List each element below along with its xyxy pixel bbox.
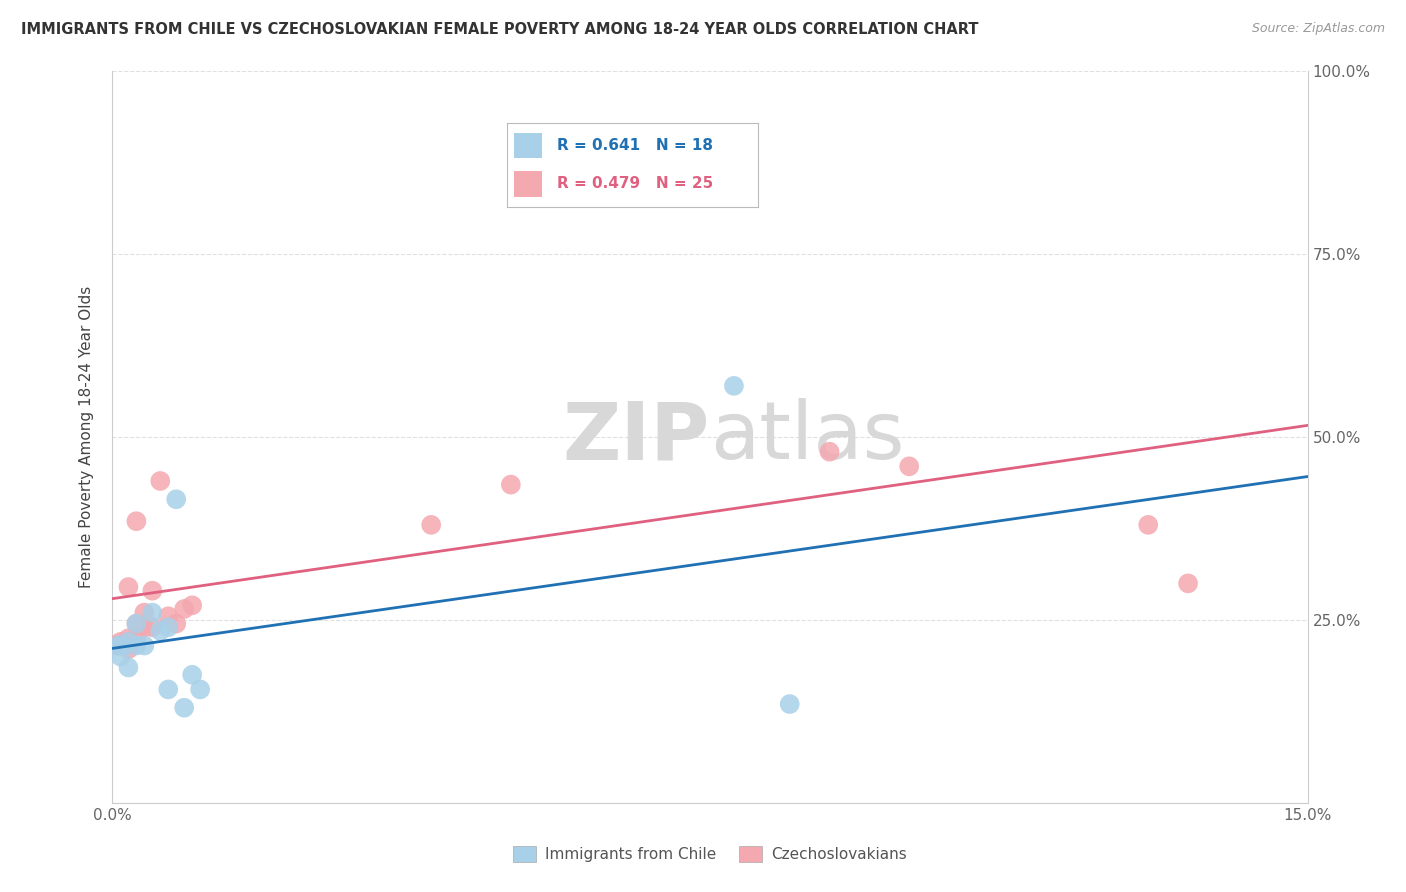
Point bbox=[499, 477, 522, 491]
Point bbox=[173, 602, 195, 616]
Point bbox=[134, 639, 156, 653]
Y-axis label: Female Poverty Among 18-24 Year Olds: Female Poverty Among 18-24 Year Olds bbox=[79, 286, 94, 588]
Point bbox=[141, 606, 163, 620]
Point bbox=[117, 632, 139, 646]
Text: Source: ZipAtlas.com: Source: ZipAtlas.com bbox=[1251, 22, 1385, 36]
Point bbox=[117, 660, 139, 674]
Point bbox=[157, 609, 180, 624]
Point bbox=[149, 624, 172, 638]
Point bbox=[117, 635, 139, 649]
Text: ZIP: ZIP bbox=[562, 398, 710, 476]
Legend: Immigrants from Chile, Czechoslovakians: Immigrants from Chile, Czechoslovakians bbox=[508, 840, 912, 868]
Point bbox=[110, 649, 132, 664]
Text: IMMIGRANTS FROM CHILE VS CZECHOSLOVAKIAN FEMALE POVERTY AMONG 18-24 YEAR OLDS CO: IMMIGRANTS FROM CHILE VS CZECHOSLOVAKIAN… bbox=[21, 22, 979, 37]
Point bbox=[141, 620, 163, 634]
Point bbox=[110, 635, 132, 649]
Point bbox=[157, 620, 180, 634]
Point bbox=[165, 492, 187, 507]
Text: atlas: atlas bbox=[710, 398, 904, 476]
Point bbox=[134, 606, 156, 620]
Point bbox=[125, 632, 148, 646]
Point bbox=[1177, 576, 1199, 591]
Point bbox=[110, 639, 132, 653]
Point bbox=[1137, 517, 1160, 532]
Point bbox=[117, 580, 139, 594]
Point bbox=[181, 599, 204, 613]
Point bbox=[117, 642, 139, 657]
Point bbox=[134, 620, 156, 634]
Point bbox=[105, 639, 128, 653]
Point bbox=[420, 517, 443, 532]
Point bbox=[141, 583, 163, 598]
Point bbox=[779, 697, 801, 711]
Point bbox=[723, 379, 745, 393]
Point bbox=[149, 474, 172, 488]
Point bbox=[157, 682, 180, 697]
Point bbox=[108, 639, 131, 653]
Point bbox=[125, 616, 148, 631]
Point bbox=[125, 616, 148, 631]
Point bbox=[818, 444, 841, 458]
Point bbox=[125, 639, 148, 653]
Point bbox=[540, 160, 562, 174]
Point bbox=[125, 514, 148, 528]
Point bbox=[173, 700, 195, 714]
Point bbox=[181, 667, 204, 681]
Point bbox=[114, 639, 135, 653]
Point bbox=[898, 459, 921, 474]
Point bbox=[188, 682, 211, 697]
Point bbox=[165, 616, 187, 631]
